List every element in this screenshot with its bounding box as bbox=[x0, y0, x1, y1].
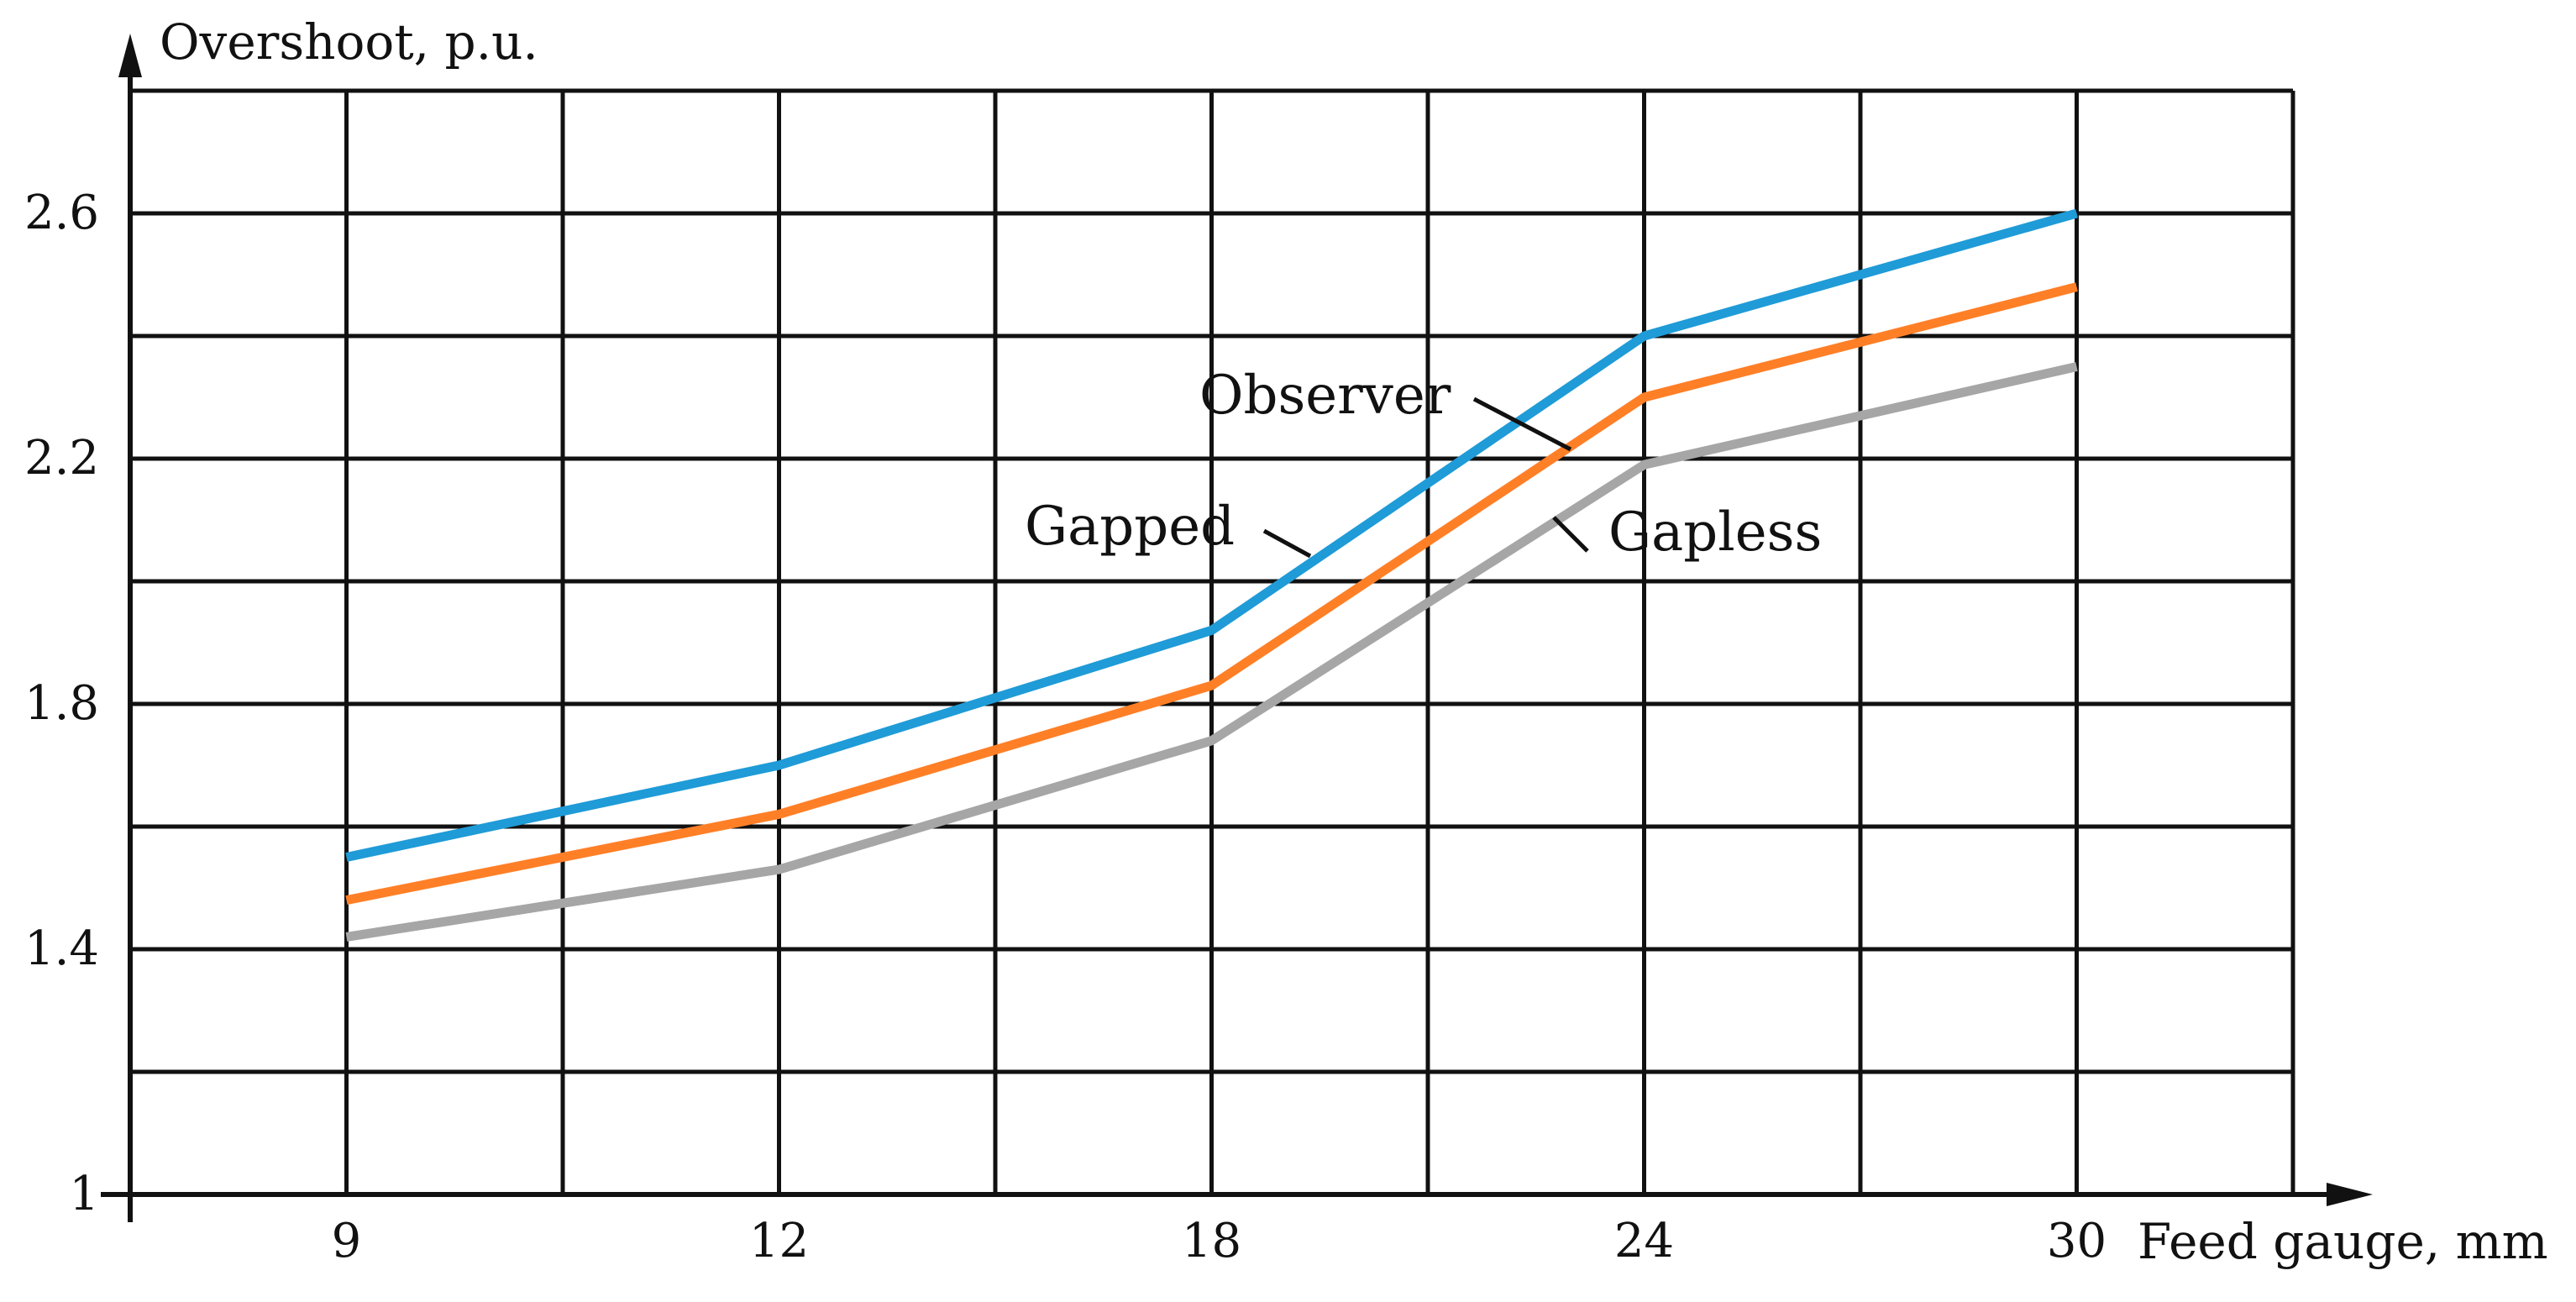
series-line-gapless bbox=[345, 362, 2078, 942]
series-line-observer bbox=[345, 208, 2079, 862]
grid bbox=[130, 88, 2295, 1194]
y-axis-arrow bbox=[118, 34, 142, 77]
y-tick-label: 1.8 bbox=[24, 676, 99, 731]
series-label-gapped: Gapped bbox=[1025, 496, 1235, 558]
y-tick-label: 2.6 bbox=[24, 186, 99, 240]
y-axis-label: Overshoot, p.u. bbox=[160, 13, 538, 71]
axes bbox=[101, 34, 2373, 1222]
series-line-gapped bbox=[345, 282, 2078, 905]
leader-line-gapless bbox=[1552, 516, 1589, 553]
x-axis-arrow bbox=[2327, 1183, 2373, 1206]
leader-line-observer bbox=[1472, 396, 1572, 452]
x-tick-label: 9 bbox=[332, 1214, 362, 1268]
leader-line-gapped bbox=[1262, 528, 1312, 559]
y-tick-label: 1.4 bbox=[24, 921, 99, 976]
x-tick-label: 12 bbox=[749, 1214, 809, 1268]
x-tick-label: 30 bbox=[2047, 1214, 2106, 1268]
series-label-gapless: Gapless bbox=[1608, 501, 1822, 564]
series-label-observer: Observer bbox=[1199, 365, 1451, 427]
x-tick-label: 24 bbox=[1614, 1214, 1674, 1268]
y-tick-label: 1 bbox=[69, 1167, 99, 1221]
series-lines bbox=[345, 208, 2079, 942]
tick-labels: 1 1.4 1.8 2.2 2.6 9 12 18 24 30 bbox=[24, 186, 2106, 1268]
x-axis-label: Feed gauge, mm bbox=[2138, 1213, 2548, 1270]
y-tick-label: 2.2 bbox=[24, 431, 99, 486]
x-tick-label: 18 bbox=[1182, 1214, 1241, 1268]
